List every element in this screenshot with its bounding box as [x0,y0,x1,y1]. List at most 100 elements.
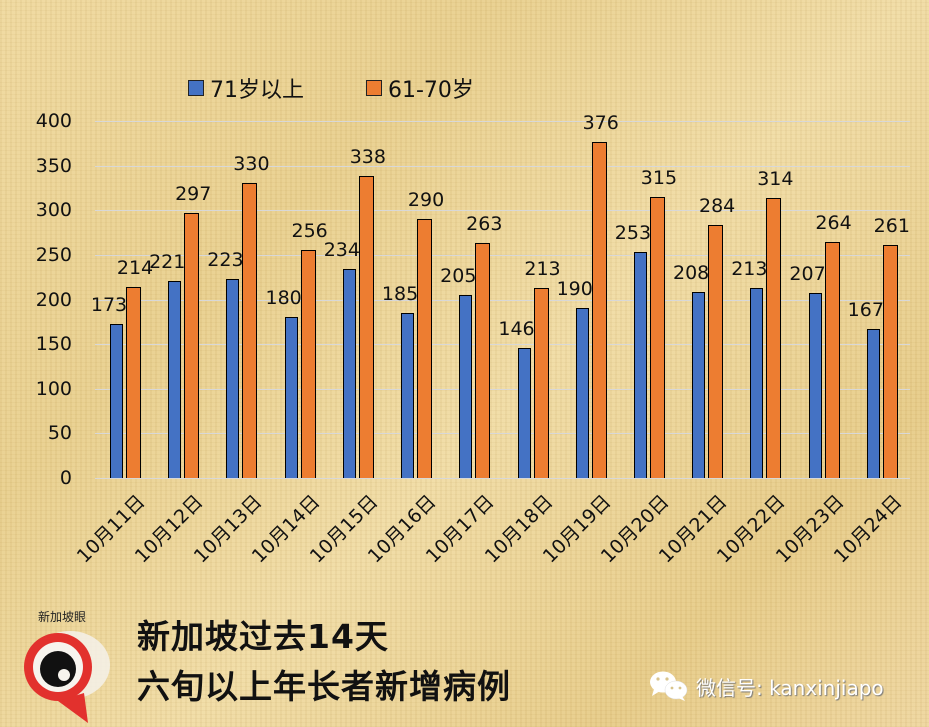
data-label: 190 [556,278,593,301]
y-tick-label: 400 [35,110,72,132]
gridline [95,254,910,256]
bar-group: 253 315 [615,121,678,478]
legend-swatch-orange [366,80,382,96]
bar-group: 146 213 [498,121,561,478]
bar-61-70 [184,212,200,478]
legend-swatch-blue [188,80,204,96]
data-label: 315 [640,166,678,189]
gridline [95,478,910,479]
gridline [95,165,910,167]
bar-group: 167 261 [848,121,910,478]
gridline [95,388,910,390]
bar-group: 173 214 [91,121,154,478]
data-label: 338 [349,146,386,169]
bar-71-plus [808,293,822,478]
bar-group: 190 376 [557,112,619,478]
title-line-2: 六旬以上年长者新增病例 [137,667,511,706]
data-label: 207 [789,263,826,286]
data-label: 213 [731,257,768,280]
data-label: 146 [498,317,535,340]
bar-61-70 [126,287,141,478]
data-label: 205 [440,265,477,288]
data-label: 256 [291,219,328,242]
bar-71-plus [226,278,240,478]
data-label: 263 [466,213,503,236]
bar-71-plus [517,347,531,478]
y-tick-label: 200 [35,288,72,311]
data-label: 314 [757,167,794,190]
bar-61-70 [242,183,258,478]
data-label: 376 [582,112,619,135]
bar-61-70 [824,242,840,478]
legend-label: 71岁以上 [210,78,304,103]
bar-group: 234 338 [324,121,386,478]
bar-71-plus [459,295,473,478]
bar-61-70 [708,224,724,478]
gridline [95,433,910,435]
y-tick-label: 50 [47,422,72,445]
bar-group: 205 263 [440,121,503,478]
legend-label: 61-70岁 [388,78,474,103]
bar-71-plus [342,269,356,478]
svg-text:新加坡眼: 新加坡眼 [38,609,86,624]
bar-71-plus [692,292,706,478]
bar-71-plus [110,323,123,478]
bar-71-plus [575,308,589,478]
bar-61-70 [417,219,433,478]
y-tick-label: 100 [35,377,72,400]
y-tick-label: 250 [35,243,72,266]
gridline [95,299,910,301]
data-label: 297 [175,182,212,205]
data-label: 221 [149,250,186,273]
data-label: 214 [116,257,154,280]
chart-legend: 71岁以上 61-70岁 [188,72,474,104]
data-label: 185 [381,282,419,305]
data-label: 173 [90,293,128,316]
bar-71-plus [284,317,298,478]
bar-group: 207 264 [789,121,852,478]
legend-item-71-plus: 71岁以上 [188,72,304,104]
data-label: 264 [815,212,852,235]
y-tick-label: 0 [59,467,72,489]
bar-61-70 [766,197,782,478]
bar-group: 213 314 [731,121,794,478]
wechat-watermark: 微信号: kanxinjiapo [648,670,884,702]
data-label: 253 [614,222,652,245]
data-label: 180 [265,287,302,310]
data-label: 167 [847,298,884,321]
legend-item-61-70: 61-70岁 [366,72,474,104]
wechat-id: 微信号: kanxinjiapo [696,675,884,700]
bar-61-70 [300,249,316,478]
data-label: 234 [323,239,360,262]
data-label: 223 [207,248,244,271]
bar-71-plus [401,312,415,478]
y-tick-label: 350 [35,154,72,177]
gridline [95,210,910,212]
gridline [95,121,910,122]
bar-71-plus [633,252,647,478]
bar-group: 208 284 [673,121,736,478]
bar-61-70 [591,142,607,478]
bar-71-plus [750,287,764,478]
bar-group: 185 290 [382,121,444,478]
wechat-icon [650,671,688,701]
data-label: 213 [524,257,561,280]
bar-71-plus [168,280,182,478]
bar-71-plus [866,328,880,478]
y-tick-label: 300 [35,199,72,222]
bar-61-70 [358,176,374,478]
y-tick-label: 150 [35,333,72,356]
bar-group: 180 256 [266,121,328,478]
bar-group: 223 330 [207,121,270,478]
bar-61-70 [475,243,491,478]
data-label: 261 [873,215,910,238]
data-label: 284 [699,194,736,217]
kanxinjiapo-logo-icon: 新加坡眼 [24,609,110,723]
x-axis-labels: 10月11日 10月12日 10月13日 10月14日 10月15日 10月16日 10月1… [73,488,910,588]
bar-61-70 [533,287,549,478]
plot-area: 173 214 221 297 223 330 180 256 234 338 185 290 205 2… [91,112,910,479]
data-label: 208 [673,262,710,285]
bar-61-70 [649,196,665,478]
bar-group: 221 297 [149,121,212,478]
data-label: 330 [233,153,270,176]
